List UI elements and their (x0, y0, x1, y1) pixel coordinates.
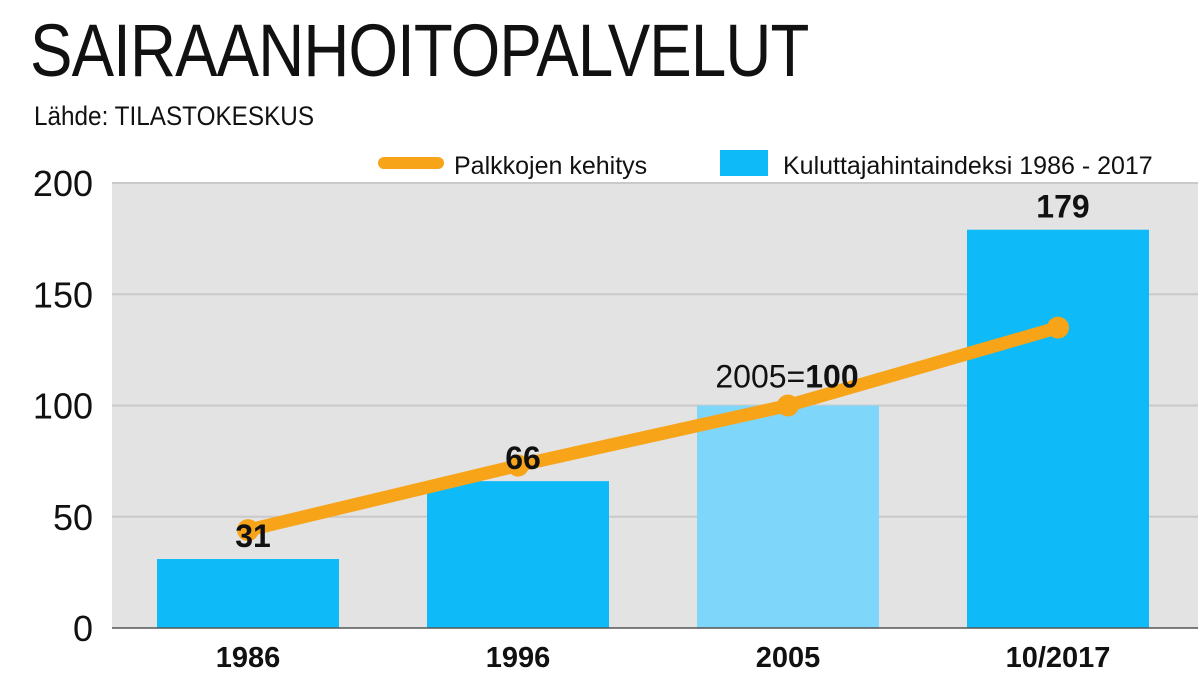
chart-source: Lähde: TILASTOKESKUS (34, 101, 315, 131)
base-year-annotation: 2005=100 (715, 359, 858, 395)
bar (967, 229, 1149, 628)
y-tick-label: 0 (73, 608, 93, 649)
bar (427, 481, 609, 628)
x-tick-label: 2005 (756, 642, 821, 674)
legend-bar-swatch (720, 150, 768, 176)
y-tick-label: 200 (33, 163, 93, 204)
line-series-path (241, 321, 1065, 537)
line-point (237, 519, 259, 542)
bar-value-label: 31 (235, 518, 271, 554)
annotation-value: 100 (805, 359, 858, 395)
line-point (1047, 316, 1069, 339)
x-axis-ticks: 1986 1996 2005 10/2017 (216, 642, 1111, 674)
line-point (777, 394, 799, 417)
legend-bar-label: Kuluttajahintaindeksi 1986 - 2017 (783, 152, 1153, 180)
y-axis-ticks: 0 50 100 150 200 (33, 163, 93, 649)
chart-title: SAIRAANHOITOPALVELUT (30, 9, 809, 92)
data-labels: 31 66 179 2005=100 (235, 189, 1089, 554)
y-tick-label: 100 (33, 386, 93, 427)
bar-value-label: 66 (505, 440, 541, 476)
bar (697, 405, 879, 628)
x-tick-label: 10/2017 (1006, 642, 1111, 674)
x-tick-label: 1996 (486, 642, 551, 674)
line-point (507, 454, 529, 477)
bar (157, 559, 339, 628)
line-series (237, 316, 1069, 542)
bars (157, 229, 1149, 628)
x-tick-label: 1986 (216, 642, 281, 674)
bar-value-label: 179 (1036, 189, 1089, 225)
legend: Palkkojen kehitys Kuluttajahintaindeksi … (378, 150, 1153, 180)
legend-line-label: Palkkojen kehitys (454, 152, 647, 180)
y-tick-label: 150 (33, 274, 93, 315)
y-tick-label: 50 (53, 497, 93, 538)
annotation-prefix: 2005= (715, 359, 805, 395)
